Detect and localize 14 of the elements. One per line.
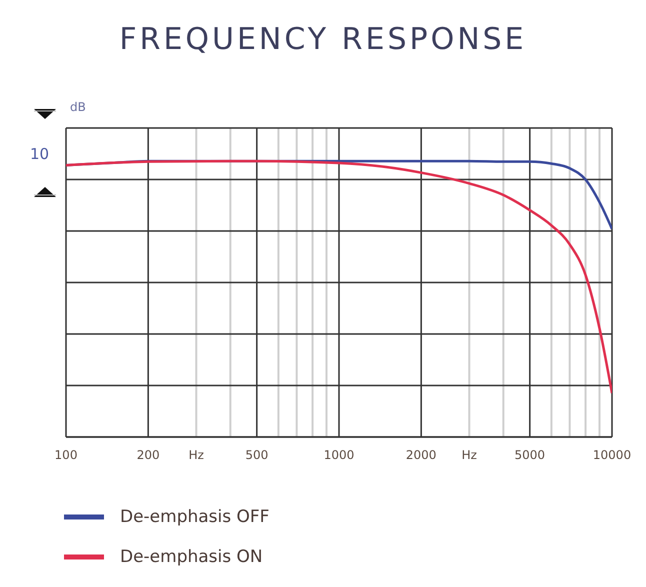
text: dB bbox=[70, 100, 86, 114]
text: 10 bbox=[30, 145, 50, 163]
legend-label: De-emphasis ON bbox=[120, 546, 263, 567]
x-tick-label: 10000 bbox=[592, 448, 632, 462]
x-tick-label: 5000 bbox=[514, 448, 546, 462]
x-tick-label: Hz bbox=[462, 448, 477, 462]
x-tick-label: Hz bbox=[188, 448, 204, 462]
legend-label: De-emphasis OFF bbox=[120, 506, 270, 527]
x-tick-label: 200 bbox=[136, 448, 160, 462]
x-tick-label: 500 bbox=[245, 448, 268, 462]
x-tick-label: 100 bbox=[54, 448, 78, 462]
chart-title: FREQUENCY RESPONSE bbox=[118, 22, 528, 57]
x-tick-label: 2000 bbox=[406, 448, 436, 462]
x-tick-label: 1000 bbox=[324, 448, 354, 462]
